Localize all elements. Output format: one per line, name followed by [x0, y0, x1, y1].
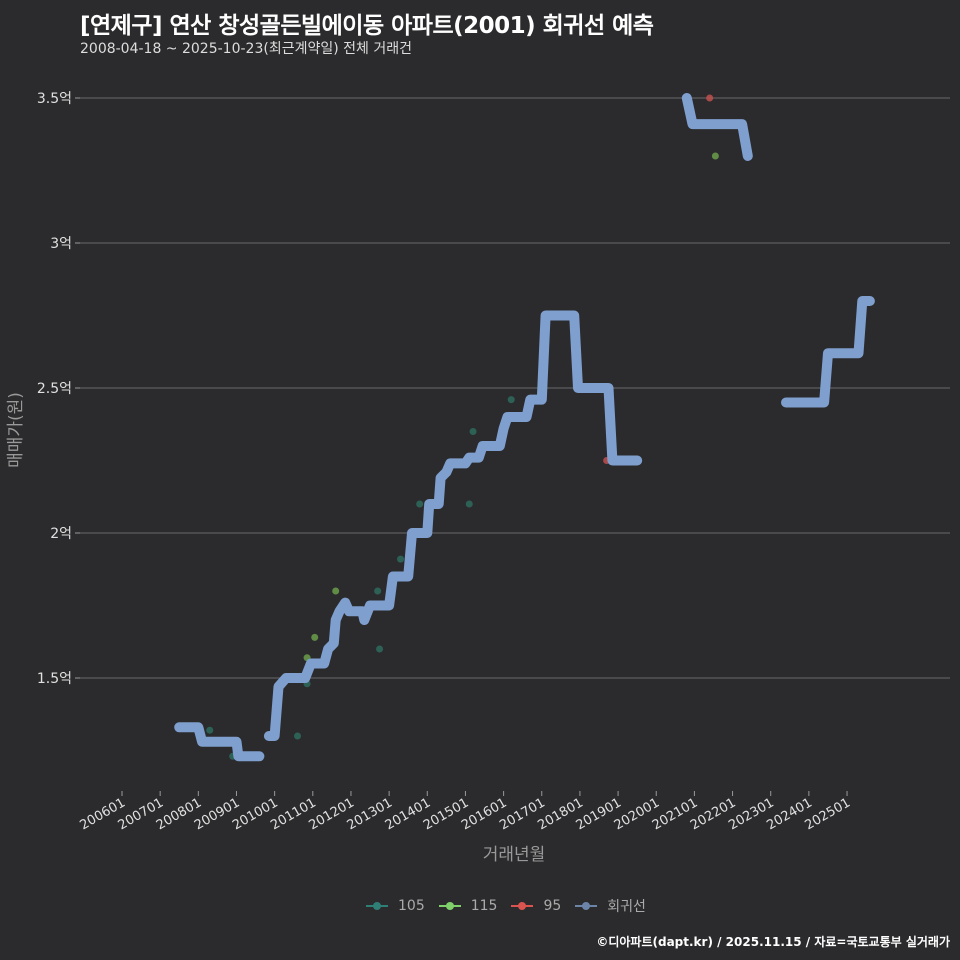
legend-item-회귀선: 회귀선 — [575, 896, 646, 916]
y-axis-ticks: 1.5억 2억 2.5억 3억 3.5억 — [37, 91, 80, 687]
scatter-point-105 — [206, 726, 214, 734]
chart-title: [연제구] 연산 창성골든빌에이동 아파트(2001) 회귀선 예측 — [80, 13, 654, 39]
x-axis-label: 거래년월 — [483, 845, 546, 865]
scatter-point-115 — [332, 587, 340, 595]
legend-label: 95 — [543, 898, 562, 914]
legend-key-icon — [438, 900, 461, 912]
legend-label: 115 — [470, 898, 498, 914]
y-tick-label: 2.5억 — [37, 381, 72, 397]
scatter-point-105 — [294, 732, 302, 740]
y-tick-label: 2억 — [50, 526, 72, 542]
legend-item-105: 105 — [366, 898, 425, 914]
legend-item-95: 95 — [511, 898, 561, 914]
x-axis-ticks: 2006012007012008012009012010012011012012… — [78, 791, 853, 833]
y-axis-label: 매매가(원) — [6, 392, 26, 468]
scatter-point-115 — [711, 152, 719, 160]
scatter-point-105 — [376, 645, 384, 653]
scatter-point-105 — [465, 500, 473, 508]
scatter-point-105 — [469, 428, 477, 435]
regression-segment — [681, 93, 753, 161]
scatter-point-105 — [507, 396, 515, 404]
scatter-points — [206, 94, 719, 760]
scatter-point-95 — [706, 94, 714, 102]
scatter-point-105 — [397, 555, 405, 563]
regression-segment — [174, 722, 265, 762]
y-tick-label: 3억 — [50, 236, 72, 252]
regression-segment — [781, 296, 875, 408]
y-tick-label: 1.5억 — [37, 671, 72, 687]
regression-line — [174, 93, 875, 762]
scatter-point-105 — [416, 500, 424, 508]
legend-key-icon — [366, 900, 388, 912]
legend-item-115: 115 — [438, 898, 498, 914]
legend-label: 회귀선 — [607, 899, 646, 915]
legend-key-icon — [511, 900, 534, 912]
regression-segment — [263, 310, 643, 741]
footer-credit: ©디아파트(dapt.kr) / 2025.11.15 / 자료=국토교통부 실… — [596, 935, 950, 949]
chart-subtitle: 2008-04-18 ~ 2025-10-23(최근계약일) 전체 거래건 — [80, 41, 412, 57]
legend-key-icon — [575, 900, 598, 912]
scatter-point-115 — [311, 633, 319, 641]
scatter-point-105 — [374, 587, 382, 595]
chart-legend: 105 115 95 회귀선 — [366, 896, 660, 916]
legend-label: 105 — [398, 898, 425, 914]
grid-lines — [80, 97, 950, 679]
y-tick-label: 3.5억 — [37, 91, 72, 107]
